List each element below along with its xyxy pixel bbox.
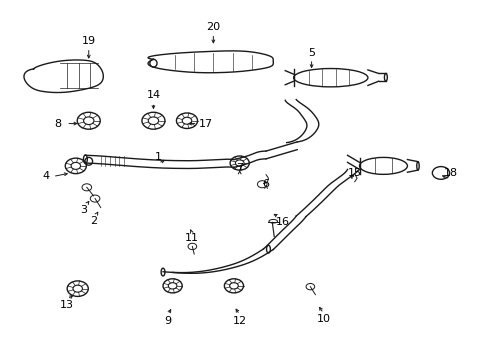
Text: 18: 18 [443, 168, 457, 178]
Text: 1: 1 [154, 152, 162, 162]
Text: 10: 10 [316, 314, 330, 324]
Text: 11: 11 [184, 233, 199, 243]
Text: 8: 8 [54, 118, 61, 129]
Text: 9: 9 [164, 316, 171, 326]
Text: 5: 5 [307, 48, 314, 58]
Text: 4: 4 [42, 171, 49, 181]
Text: 14: 14 [146, 90, 160, 100]
Text: 7: 7 [236, 163, 243, 173]
Text: 19: 19 [81, 36, 96, 46]
Text: 12: 12 [232, 316, 246, 326]
Text: 15: 15 [347, 168, 361, 178]
Text: 6: 6 [262, 179, 269, 189]
Text: 3: 3 [81, 205, 87, 215]
Text: 16: 16 [275, 217, 289, 227]
Text: 2: 2 [90, 216, 97, 226]
Text: 13: 13 [60, 300, 74, 310]
Text: 20: 20 [206, 22, 220, 32]
Text: 17: 17 [199, 118, 213, 129]
